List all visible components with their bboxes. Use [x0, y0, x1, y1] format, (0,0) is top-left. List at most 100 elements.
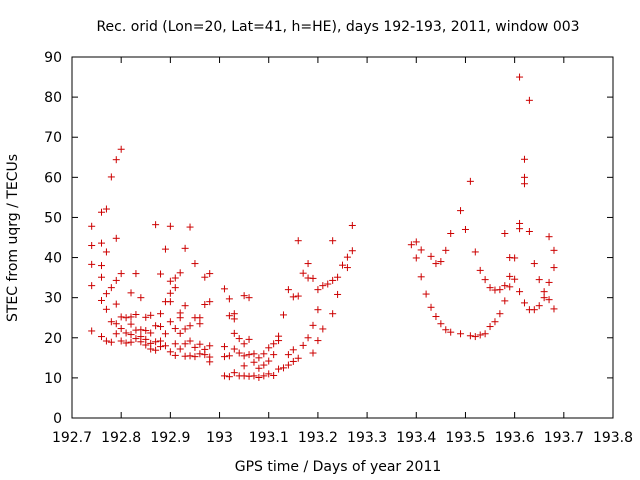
- data-point: [250, 350, 258, 358]
- data-point: [511, 254, 519, 262]
- y-tick-label: 10: [44, 371, 62, 387]
- data-point: [516, 225, 524, 233]
- data-point: [137, 294, 145, 302]
- data-point: [265, 357, 273, 365]
- data-point: [171, 340, 179, 348]
- data-point: [535, 302, 543, 310]
- data-point: [486, 323, 494, 331]
- data-point: [506, 283, 514, 291]
- data-point: [88, 282, 96, 290]
- data-point: [461, 225, 469, 233]
- data-point: [98, 273, 106, 281]
- data-point: [530, 260, 538, 268]
- data-point: [520, 299, 528, 307]
- data-point: [225, 295, 233, 303]
- data-point: [112, 276, 120, 284]
- data-point: [102, 337, 110, 345]
- data-point: [88, 327, 96, 335]
- data-point: [122, 314, 130, 322]
- data-point: [334, 273, 342, 281]
- x-tick-label: 192.7: [52, 430, 92, 446]
- x-tick-label: 192.8: [101, 430, 141, 446]
- data-point: [220, 353, 228, 361]
- data-point: [245, 351, 253, 359]
- data-point: [319, 282, 327, 290]
- x-tick-label: 193.8: [593, 430, 633, 446]
- data-point: [225, 352, 233, 360]
- data-point: [545, 296, 553, 304]
- data-point: [294, 354, 302, 362]
- data-point: [496, 286, 504, 294]
- data-point: [181, 244, 189, 252]
- data-point: [152, 346, 160, 354]
- data-point: [245, 335, 253, 343]
- data-point: [511, 275, 519, 283]
- data-point: [314, 306, 322, 314]
- data-point: [245, 294, 253, 302]
- x-tick-label: 193.4: [396, 430, 436, 446]
- data-point: [88, 222, 96, 230]
- data-point: [540, 294, 548, 302]
- y-tick-label: 90: [44, 50, 62, 66]
- y-tick-label: 80: [44, 90, 62, 106]
- data-point: [98, 208, 106, 216]
- x-tick-label: 192.9: [150, 430, 190, 446]
- data-point: [137, 338, 145, 346]
- data-point: [289, 357, 297, 365]
- data-point: [161, 342, 169, 350]
- data-point: [520, 180, 528, 188]
- data-point: [275, 337, 283, 345]
- data-point: [201, 300, 209, 308]
- plot-frame: [71, 56, 614, 419]
- data-point: [166, 222, 174, 230]
- y-axis-label: STEC from uqrg / TECUs: [5, 154, 21, 322]
- data-point: [157, 270, 165, 278]
- data-point: [427, 252, 435, 260]
- data-point: [206, 342, 214, 350]
- data-point: [314, 286, 322, 294]
- data-point: [191, 353, 199, 361]
- data-point: [196, 340, 204, 348]
- data-point: [196, 314, 204, 322]
- data-point: [142, 341, 150, 349]
- data-point: [186, 223, 194, 231]
- data-point: [457, 330, 465, 338]
- data-point: [270, 351, 278, 359]
- data-point: [501, 297, 509, 305]
- data-point: [481, 330, 489, 338]
- data-point: [343, 264, 351, 272]
- data-point: [147, 311, 155, 319]
- data-point: [166, 348, 174, 356]
- data-point: [309, 321, 317, 329]
- data-point: [417, 246, 425, 254]
- data-point: [230, 369, 238, 377]
- data-point: [270, 340, 278, 348]
- data-point: [122, 339, 130, 347]
- data-point: [412, 238, 420, 246]
- data-point: [466, 177, 474, 185]
- data-point: [535, 276, 543, 284]
- x-tick-label: 193.7: [544, 430, 584, 446]
- data-point: [157, 310, 165, 318]
- data-point: [348, 247, 356, 255]
- data-point: [230, 345, 238, 353]
- data-point: [284, 286, 292, 294]
- data-point: [437, 258, 445, 266]
- data-point: [496, 310, 504, 318]
- data-point: [309, 274, 317, 282]
- data-point: [206, 358, 214, 366]
- data-point: [186, 322, 194, 330]
- data-point: [166, 289, 174, 297]
- x-tick-label: 193.3: [347, 430, 387, 446]
- data-point: [304, 260, 312, 268]
- data-point: [117, 313, 125, 321]
- data-point: [466, 332, 474, 340]
- data-point: [250, 372, 258, 380]
- data-point: [255, 354, 263, 362]
- data-point: [225, 312, 233, 320]
- data-point: [98, 333, 106, 341]
- data-point: [142, 313, 150, 321]
- data-point: [447, 328, 455, 336]
